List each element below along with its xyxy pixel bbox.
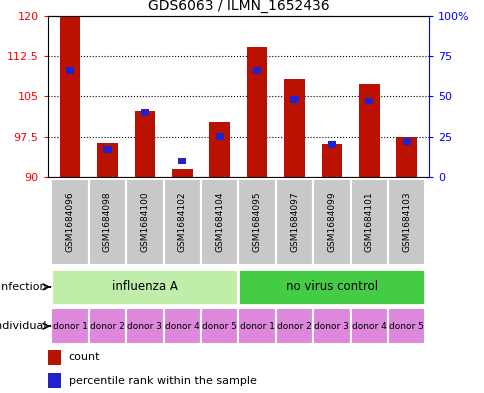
- Bar: [387, 179, 424, 265]
- Bar: [290, 96, 298, 103]
- Text: percentile rank within the sample: percentile rank within the sample: [68, 376, 256, 386]
- Bar: [253, 67, 261, 74]
- Bar: [200, 179, 238, 265]
- Text: GSM1684098: GSM1684098: [103, 192, 112, 252]
- Text: infection: infection: [0, 282, 46, 292]
- Bar: [275, 179, 313, 265]
- Bar: [395, 137, 416, 177]
- Bar: [284, 79, 304, 177]
- Bar: [246, 47, 267, 177]
- Text: individual: individual: [0, 321, 46, 331]
- Bar: [364, 98, 373, 104]
- Bar: [47, 373, 61, 388]
- Bar: [350, 308, 387, 344]
- Bar: [238, 308, 275, 344]
- Text: GSM1684097: GSM1684097: [289, 192, 299, 252]
- Bar: [97, 143, 118, 177]
- Bar: [387, 308, 424, 344]
- Bar: [402, 138, 410, 145]
- Text: donor 3: donor 3: [127, 322, 162, 331]
- Text: GSM1684101: GSM1684101: [364, 192, 373, 252]
- Bar: [51, 179, 89, 265]
- Text: GSM1684104: GSM1684104: [215, 192, 224, 252]
- Bar: [200, 308, 238, 344]
- Text: donor 4: donor 4: [351, 322, 386, 331]
- Bar: [47, 350, 61, 365]
- Bar: [172, 169, 192, 177]
- Text: GSM1684103: GSM1684103: [401, 192, 410, 252]
- Bar: [60, 16, 80, 177]
- Bar: [350, 179, 387, 265]
- Bar: [89, 308, 126, 344]
- Bar: [134, 111, 155, 177]
- Text: donor 3: donor 3: [314, 322, 348, 331]
- Bar: [51, 308, 89, 344]
- Bar: [275, 308, 313, 344]
- Bar: [163, 308, 200, 344]
- Bar: [313, 179, 350, 265]
- Bar: [313, 308, 350, 344]
- Bar: [66, 67, 74, 74]
- Bar: [215, 133, 223, 140]
- Bar: [163, 179, 200, 265]
- Text: count: count: [68, 352, 100, 362]
- Text: GSM1684095: GSM1684095: [252, 192, 261, 252]
- Text: donor 4: donor 4: [165, 322, 199, 331]
- Text: donor 1: donor 1: [52, 322, 87, 331]
- Text: donor 2: donor 2: [276, 322, 311, 331]
- Text: donor 5: donor 5: [389, 322, 424, 331]
- Text: donor 2: donor 2: [90, 322, 124, 331]
- Text: no virus control: no virus control: [285, 280, 377, 294]
- Text: GSM1684096: GSM1684096: [65, 192, 75, 252]
- Text: GSM1684102: GSM1684102: [177, 192, 186, 252]
- Title: GDS6063 / ILMN_1652436: GDS6063 / ILMN_1652436: [147, 0, 329, 13]
- Bar: [140, 109, 149, 116]
- Bar: [238, 269, 424, 305]
- Bar: [321, 143, 342, 177]
- Bar: [358, 84, 379, 177]
- Bar: [126, 179, 163, 265]
- Bar: [327, 141, 335, 148]
- Text: GSM1684100: GSM1684100: [140, 192, 149, 252]
- Bar: [178, 158, 186, 164]
- Bar: [89, 179, 126, 265]
- Bar: [51, 269, 238, 305]
- Text: donor 5: donor 5: [202, 322, 237, 331]
- Text: donor 1: donor 1: [239, 322, 274, 331]
- Text: influenza A: influenza A: [112, 280, 178, 294]
- Text: GSM1684099: GSM1684099: [327, 192, 336, 252]
- Bar: [126, 308, 163, 344]
- Bar: [238, 179, 275, 265]
- Bar: [103, 146, 111, 152]
- Bar: [209, 121, 229, 177]
